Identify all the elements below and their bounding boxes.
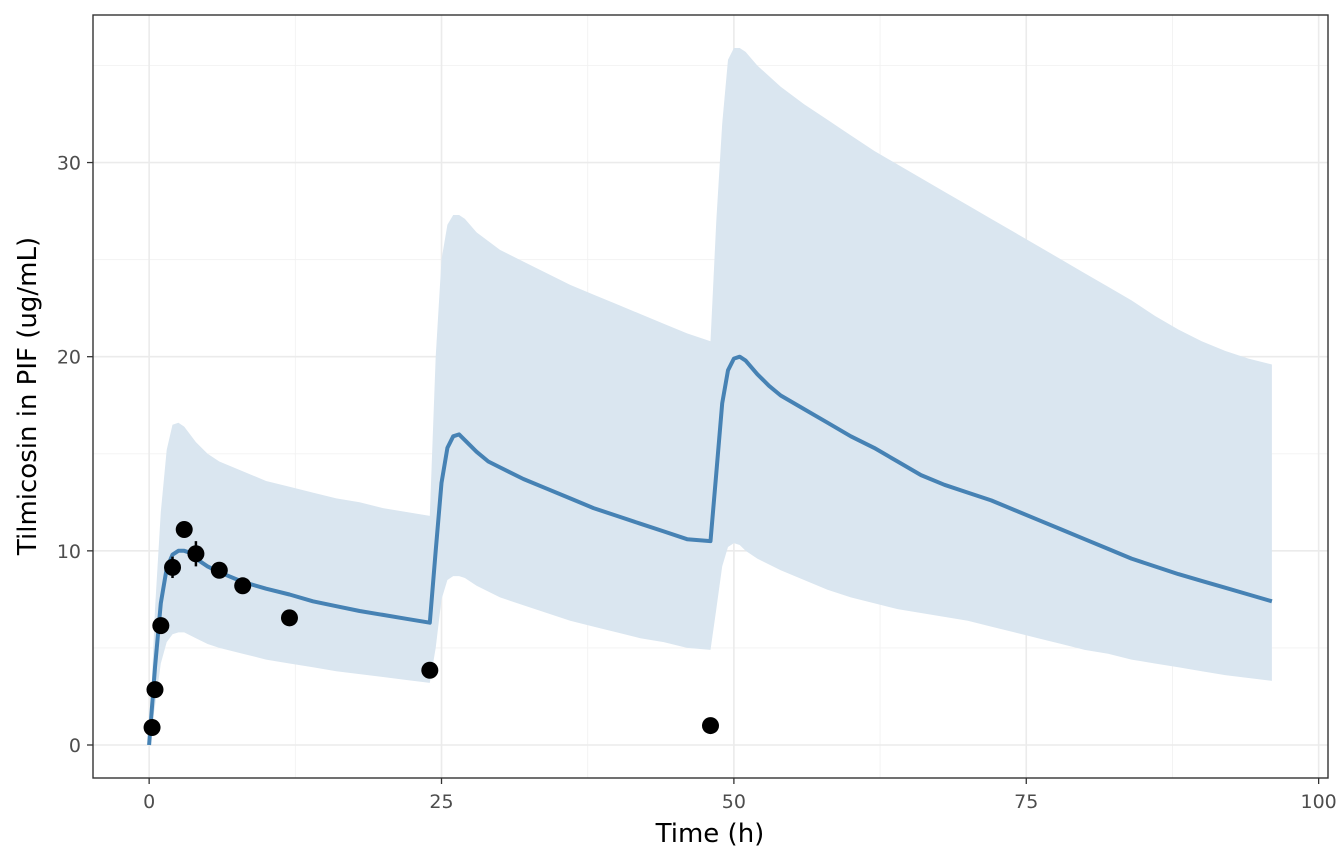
axis-ticks: 0 25 50 75 100 0 10 20 30 (57, 153, 1337, 813)
y-tick-label: 0 (69, 735, 81, 757)
prediction-band-layer (149, 48, 1272, 745)
y-axis-title: Tilmicosin in PIF (ug/mL) (13, 237, 43, 556)
x-axis-title: Time (h) (655, 819, 765, 849)
observed-points-layer (143, 520, 719, 737)
observed-point (234, 577, 252, 595)
prediction-band (149, 48, 1272, 745)
observed-point (146, 681, 164, 699)
plot-panel-border (92, 14, 1329, 779)
x-tick-label: 50 (722, 791, 746, 813)
x-tick-label: 25 (429, 791, 453, 813)
y-tick-label: 30 (57, 153, 81, 175)
observed-point (280, 609, 298, 627)
observed-point (175, 520, 193, 538)
observed-point (210, 561, 228, 579)
observed-point (702, 717, 719, 735)
x-tick-label: 0 (143, 791, 155, 813)
x-tick-label: 75 (1014, 791, 1038, 813)
observed-point (152, 617, 170, 635)
observed-point (164, 558, 182, 576)
observed-point (187, 545, 205, 563)
observed-point (143, 719, 161, 737)
y-tick-label: 10 (57, 541, 81, 563)
x-tick-label: 100 (1301, 791, 1337, 813)
observed-point (421, 661, 439, 679)
y-tick-label: 20 (57, 347, 81, 369)
